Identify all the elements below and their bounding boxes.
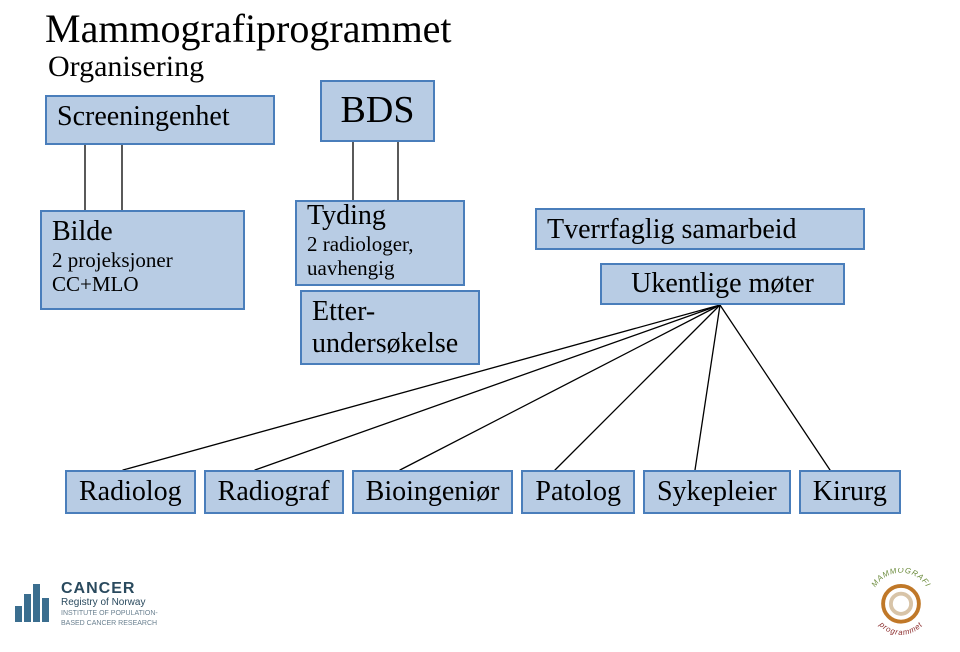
node-ukentlige-moter: Ukentlige møter (600, 263, 845, 305)
logo-line: CANCER (61, 580, 158, 598)
node-etterundersokelse: Etter- undersøkelse (300, 290, 480, 365)
node-bioingenior: Bioingeniør (352, 470, 514, 514)
logo-cancer-registry: CANCER Registry of Norway INSTITUTE OF P… (15, 580, 185, 640)
bottom-role-row: RadiologRadiografBioingeniørPatologSykep… (65, 470, 901, 514)
node-kirurg: Kirurg (799, 470, 901, 514)
diagram-canvas: Mammografiprogrammet Organisering Screen… (0, 0, 960, 652)
page-subtitle: Organisering (48, 50, 204, 84)
node-label: Ukentlige møter (631, 268, 814, 300)
node-line: 2 projeksjoner (52, 248, 233, 272)
node-sykepleier: Sykepleier (643, 470, 791, 514)
node-tyding: Tyding 2 radiologer, uavhengig (295, 200, 465, 286)
node-radiograf: Radiograf (204, 470, 344, 514)
node-title: Tyding (307, 200, 453, 232)
node-line: Etter- (312, 296, 468, 328)
logo-cancer-registry-mark (15, 582, 55, 622)
logo-mammografi-programmet: MAMMOGRAFI programmet (860, 568, 942, 638)
node-line: CC+MLO (52, 272, 233, 296)
node-bds: BDS (320, 80, 435, 142)
logo-line: BASED CANCER RESEARCH (61, 620, 158, 628)
node-patolog: Patolog (521, 470, 635, 514)
node-radiolog: Radiolog (65, 470, 196, 514)
page-title: Mammografiprogrammet (45, 5, 452, 52)
node-line: uavhengig (307, 256, 453, 280)
edge (555, 305, 720, 470)
node-screeningenhet: Screeningenhet (45, 95, 275, 145)
logo-cancer-registry-text: CANCER Registry of Norway INSTITUTE OF P… (61, 580, 158, 627)
node-label: Tverrfaglig samarbeid (547, 214, 797, 245)
node-title: Bilde (52, 216, 233, 248)
logo-line: Registry of Norway (61, 597, 158, 608)
node-line: 2 radiologer, (307, 232, 453, 256)
edge (720, 305, 830, 470)
node-line: undersøkelse (312, 328, 468, 360)
edge (695, 305, 720, 470)
logo-line: INSTITUTE OF POPULATION- (61, 610, 158, 618)
node-tverrfaglig-samarbeid: Tverrfaglig samarbeid (535, 208, 865, 250)
node-label: Screeningenhet (57, 101, 230, 132)
node-bilde: Bilde 2 projeksjoner CC+MLO (40, 210, 245, 310)
node-label: BDS (341, 89, 415, 133)
